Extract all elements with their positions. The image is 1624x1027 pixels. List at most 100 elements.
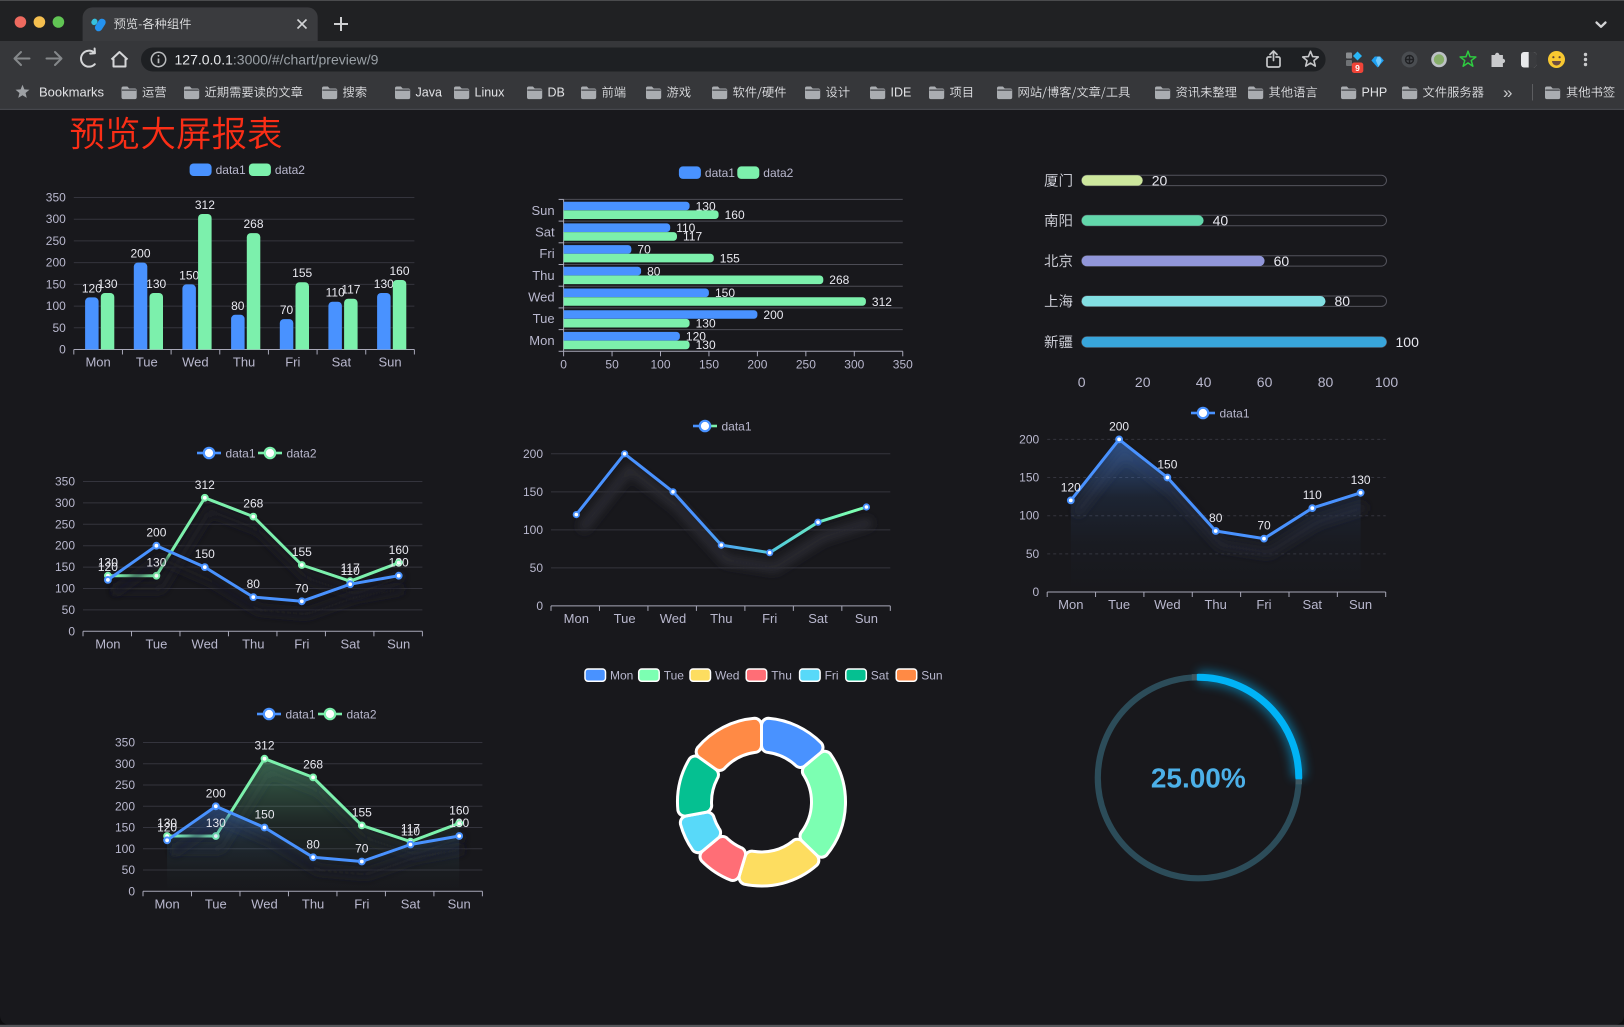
svg-text:Thu: Thu: [532, 268, 554, 283]
svg-text:data2: data2: [287, 446, 317, 460]
svg-text:100: 100: [1019, 509, 1039, 523]
svg-text:200: 200: [130, 247, 150, 261]
svg-text:200: 200: [115, 799, 135, 813]
svg-text:IDE: IDE: [891, 86, 912, 100]
svg-text:200: 200: [46, 256, 66, 270]
svg-text:312: 312: [872, 295, 892, 309]
svg-text:60: 60: [1257, 374, 1273, 390]
svg-text:100: 100: [1396, 334, 1420, 350]
svg-text:130: 130: [449, 816, 469, 830]
svg-text:data1: data1: [722, 419, 752, 433]
svg-text:Linux: Linux: [475, 86, 506, 100]
svg-text:50: 50: [530, 561, 544, 575]
svg-text:Mon: Mon: [564, 611, 589, 626]
svg-text:Thu: Thu: [771, 668, 792, 682]
svg-text:312: 312: [195, 478, 215, 492]
svg-text:117: 117: [683, 230, 702, 244]
svg-text:50: 50: [62, 603, 76, 617]
svg-text:120: 120: [98, 560, 118, 574]
svg-text:Fri: Fri: [762, 611, 777, 626]
svg-text:155: 155: [720, 251, 740, 265]
svg-text:300: 300: [55, 496, 75, 510]
svg-text:100: 100: [55, 582, 75, 596]
svg-text:130: 130: [1351, 473, 1371, 487]
svg-text:Java: Java: [416, 86, 442, 100]
svg-text:Tue: Tue: [533, 311, 555, 326]
svg-text:0: 0: [68, 624, 75, 638]
svg-text:Tue: Tue: [205, 896, 227, 911]
svg-text:PHP: PHP: [1362, 86, 1388, 100]
svg-text:Sat: Sat: [808, 611, 828, 626]
svg-text:Bookmarks: Bookmarks: [39, 85, 105, 100]
svg-text:130: 130: [696, 338, 716, 352]
svg-text:Sat: Sat: [535, 224, 555, 239]
svg-text:60: 60: [1274, 253, 1290, 269]
svg-text:117: 117: [341, 561, 360, 575]
svg-text:110: 110: [1303, 488, 1322, 502]
svg-text:data2: data2: [275, 163, 305, 177]
svg-text:40: 40: [1196, 374, 1212, 390]
svg-text:80: 80: [647, 264, 661, 278]
svg-text:50: 50: [1026, 547, 1040, 561]
svg-text:268: 268: [303, 757, 323, 771]
svg-text:100: 100: [46, 299, 66, 313]
svg-text:130: 130: [98, 277, 118, 291]
svg-text:Sat: Sat: [1303, 597, 1323, 612]
svg-text:130: 130: [389, 556, 409, 570]
svg-text:data1: data1: [705, 166, 735, 180]
svg-text:0: 0: [1078, 374, 1086, 390]
svg-text:data2: data2: [763, 166, 793, 180]
svg-text:110: 110: [676, 221, 695, 235]
svg-text:150: 150: [254, 808, 274, 822]
svg-text:250: 250: [115, 778, 135, 792]
svg-text:Fri: Fri: [539, 246, 554, 261]
svg-text:155: 155: [352, 805, 372, 819]
svg-text:127.0.0.1:3000/#/chart/preview: 127.0.0.1:3000/#/chart/preview/9: [175, 51, 379, 67]
svg-text:data1: data1: [226, 446, 256, 460]
svg-text:Sun: Sun: [448, 896, 471, 911]
svg-text:200: 200: [146, 526, 166, 540]
svg-text:70: 70: [1257, 519, 1271, 533]
svg-text:200: 200: [206, 786, 226, 800]
svg-text:Fri: Fri: [294, 636, 309, 651]
svg-text:Mon: Mon: [610, 668, 633, 682]
svg-text:80: 80: [1209, 511, 1223, 525]
svg-text:150: 150: [523, 485, 543, 499]
svg-text:0: 0: [536, 599, 543, 613]
svg-text:Mon: Mon: [85, 355, 110, 370]
svg-text:Fri: Fri: [354, 896, 369, 911]
svg-text:Wed: Wed: [715, 668, 739, 682]
svg-text:80: 80: [306, 837, 320, 851]
svg-text:Sat: Sat: [340, 636, 360, 651]
svg-text:Tue: Tue: [614, 611, 636, 626]
svg-text:Sat: Sat: [332, 355, 352, 370]
svg-text:Sun: Sun: [855, 611, 878, 626]
svg-text:150: 150: [699, 357, 719, 371]
svg-text:120: 120: [686, 330, 706, 344]
svg-text:150: 150: [195, 547, 215, 561]
svg-text:268: 268: [829, 273, 849, 287]
svg-text:200: 200: [1109, 419, 1129, 433]
svg-text:130: 130: [696, 317, 716, 331]
svg-text:130: 130: [374, 277, 394, 291]
svg-text:120: 120: [157, 820, 177, 834]
svg-text:Sun: Sun: [379, 355, 402, 370]
svg-text:Wed: Wed: [528, 290, 555, 305]
svg-text:155: 155: [292, 545, 312, 559]
svg-text:80: 80: [1318, 374, 1334, 390]
svg-text:250: 250: [796, 357, 816, 371]
svg-text:117: 117: [341, 283, 360, 297]
svg-text:110: 110: [326, 286, 345, 300]
svg-text:Mon: Mon: [529, 333, 554, 348]
svg-text:Mon: Mon: [95, 636, 120, 651]
svg-text:268: 268: [243, 217, 263, 231]
svg-text:data1: data1: [216, 163, 246, 177]
svg-text:160: 160: [389, 264, 409, 278]
svg-text:350: 350: [893, 357, 913, 371]
svg-text:130: 130: [146, 556, 166, 570]
svg-text:200: 200: [1019, 432, 1039, 446]
svg-text:80: 80: [231, 299, 245, 313]
svg-text:0: 0: [1033, 585, 1040, 599]
svg-text:Thu: Thu: [242, 636, 264, 651]
svg-text:Thu: Thu: [710, 611, 732, 626]
